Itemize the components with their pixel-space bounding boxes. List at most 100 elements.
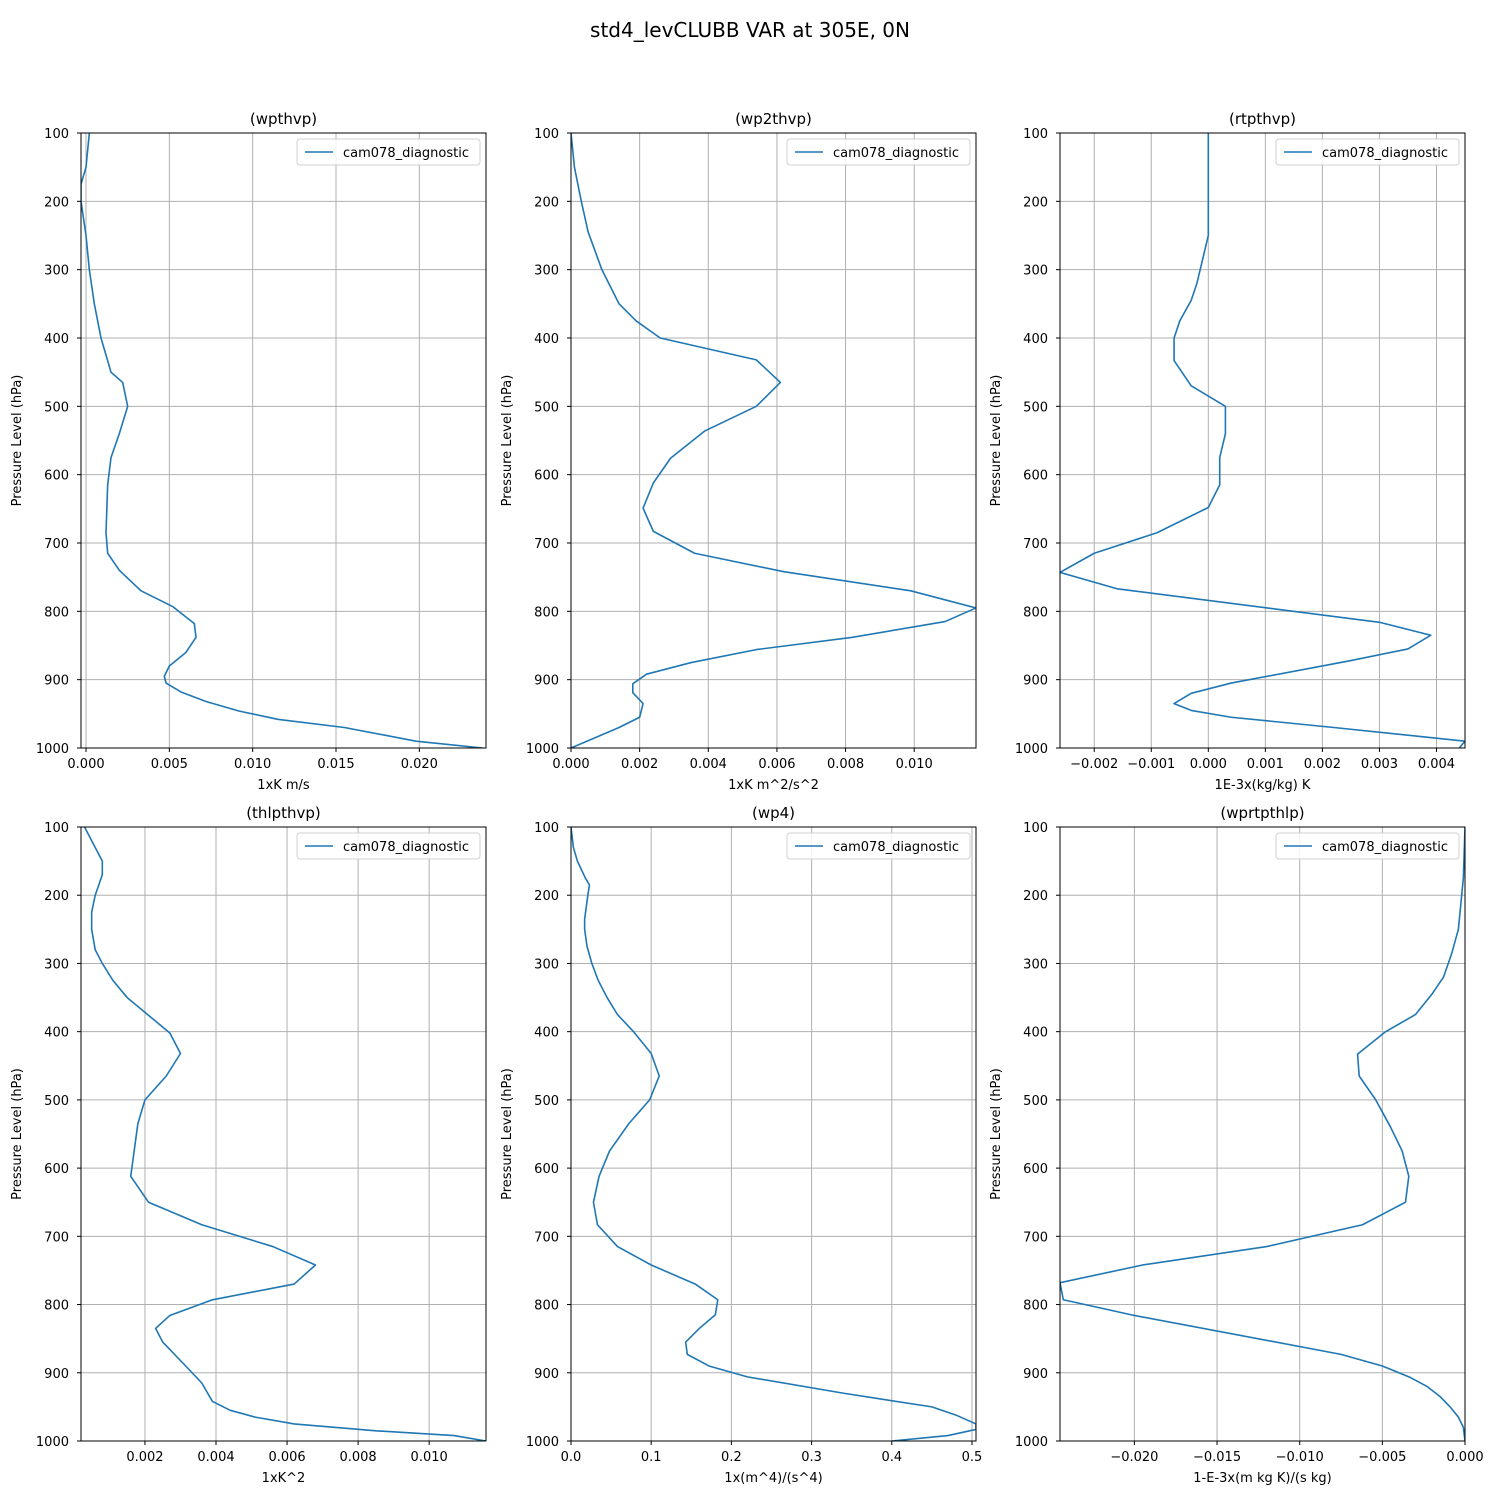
y-tick-label: 200 — [1023, 889, 1048, 904]
axes-frame — [80, 826, 487, 1442]
legend-label: cam078_diagnostic — [833, 146, 959, 161]
subplot-1: 0.000 0.005 0.010 0.015 0.020 100 200 300 400 500… — [10, 110, 487, 793]
y-tick-label: 200 — [44, 195, 69, 210]
y-axis-label: Pressure Level (hPa) — [500, 1068, 515, 1200]
y-tick-label: 600 — [534, 1162, 559, 1177]
y-tick-label: 400 — [1023, 332, 1048, 347]
x-tick-label: 0.005 — [151, 757, 188, 772]
x-tick-label: 0.000 — [1190, 757, 1227, 772]
series-line — [81, 133, 483, 748]
y-tick-label: 500 — [1023, 400, 1048, 415]
x-tick-label: 0.003 — [1361, 757, 1398, 772]
legend: cam078_diagnostic — [296, 832, 481, 860]
y-tick-label: 400 — [534, 332, 559, 347]
y-tick-label: 900 — [534, 674, 559, 689]
x-tick-label: 0.006 — [758, 757, 795, 772]
y-tick-label: 100 — [534, 127, 559, 142]
y-tick-label: 700 — [44, 1230, 69, 1245]
y-tick-label: 500 — [44, 400, 69, 415]
x-tick-label: −0.010 — [1276, 1450, 1324, 1465]
subplot-title: (rtpthvp) — [1229, 110, 1296, 128]
series-line — [1060, 827, 1465, 1441]
y-tick-label: 200 — [534, 889, 559, 904]
subplot-5: 0.0 0.1 0.2 0.3 0.4 0.5 100 200 300 400 500 600 700 8… — [500, 804, 982, 1486]
y-tick-label: 300 — [44, 957, 69, 972]
series-line — [83, 827, 486, 1441]
y-tick-label: 1000 — [1015, 742, 1048, 757]
y-tick-label: 100 — [1023, 821, 1048, 836]
subplot-title: (thlpthvp) — [246, 804, 321, 822]
x-tick-label: 0.4 — [881, 1450, 902, 1465]
y-tick-label: 1000 — [526, 742, 559, 757]
x-axis-label: 1-E-3x(m kg K)/(s kg) — [1193, 1471, 1331, 1486]
y-axis-label: Pressure Level (hPa) — [989, 1068, 1004, 1200]
y-tick-label: 1000 — [36, 1435, 69, 1450]
legend-box — [296, 138, 481, 166]
y-tick-label: 800 — [44, 1299, 69, 1314]
y-tick-label: 600 — [44, 469, 69, 484]
y-tick-label: 400 — [534, 1026, 559, 1041]
legend: cam078_diagnostic — [1275, 832, 1460, 860]
y-tick-label: 800 — [534, 605, 559, 620]
y-tick-label: 700 — [1023, 1230, 1048, 1245]
series-line — [1060, 133, 1465, 748]
y-tick-label: 700 — [44, 537, 69, 552]
y-tick-label: 1000 — [36, 742, 69, 757]
x-axis-label: 1xK^2 — [262, 1471, 306, 1486]
y-tick-label: 100 — [44, 821, 69, 836]
x-tick-label: 0.001 — [1247, 757, 1284, 772]
x-tick-label: 0.000 — [67, 757, 104, 772]
legend: cam078_diagnostic — [786, 138, 971, 166]
x-tick-label: 0.000 — [1446, 1450, 1483, 1465]
x-axis-label: 1E-3x(kg/kg) K — [1215, 778, 1311, 793]
x-tick-label: 0.5 — [962, 1450, 983, 1465]
x-tick-label: 0.020 — [401, 757, 438, 772]
y-tick-label: 200 — [534, 195, 559, 210]
y-tick-label: 800 — [534, 1299, 559, 1314]
x-tick-label: 0.008 — [827, 757, 864, 772]
series-line — [571, 133, 976, 748]
y-axis-label: Pressure Level (hPa) — [10, 375, 25, 507]
y-tick-label: 500 — [44, 1094, 69, 1109]
y-tick-label: 900 — [44, 1367, 69, 1382]
y-tick-label: 300 — [44, 264, 69, 279]
subplot-title: (wprtpthlp) — [1220, 804, 1304, 822]
x-axis-label: 1xK m/s — [257, 778, 310, 793]
legend-box — [1275, 138, 1460, 166]
figure-title: std4_levCLUBB VAR at 305E, 0N — [590, 18, 910, 42]
x-tick-label: 0.002 — [621, 757, 658, 772]
y-tick-label: 600 — [1023, 469, 1048, 484]
legend-label: cam078_diagnostic — [1322, 146, 1448, 161]
subplot-2: 0.000 0.002 0.004 0.006 0.008 0.010 100 200 300 4… — [500, 110, 977, 793]
y-axis-label: Pressure Level (hPa) — [500, 375, 515, 507]
x-tick-label: 0.004 — [1418, 757, 1455, 772]
y-tick-label: 400 — [44, 332, 69, 347]
y-tick-label: 800 — [1023, 605, 1048, 620]
y-tick-label: 900 — [1023, 674, 1048, 689]
y-tick-label: 100 — [534, 821, 559, 836]
subplot-4: 0.002 0.004 0.006 0.008 0.010 100 200 300 400 500… — [10, 804, 487, 1486]
x-tick-label: −0.020 — [1110, 1450, 1158, 1465]
x-tick-label: 0.010 — [896, 757, 933, 772]
y-tick-label: 700 — [534, 537, 559, 552]
y-tick-label: 100 — [44, 127, 69, 142]
legend-box — [296, 832, 481, 860]
y-tick-label: 600 — [534, 469, 559, 484]
y-axis-label: Pressure Level (hPa) — [10, 1068, 25, 1200]
x-tick-label: 0.010 — [411, 1450, 448, 1465]
y-tick-label: 900 — [44, 674, 69, 689]
y-tick-label: 400 — [1023, 1026, 1048, 1041]
x-tick-label: 0.2 — [721, 1450, 742, 1465]
x-tick-label: 0.010 — [234, 757, 271, 772]
y-tick-label: 600 — [44, 1162, 69, 1177]
y-tick-label: 500 — [1023, 1094, 1048, 1109]
axes-frame — [570, 132, 977, 749]
y-axis-label: Pressure Level (hPa) — [989, 375, 1004, 507]
y-tick-label: 700 — [534, 1230, 559, 1245]
y-tick-label: 600 — [1023, 1162, 1048, 1177]
y-tick-label: 500 — [534, 400, 559, 415]
legend-label: cam078_diagnostic — [343, 146, 469, 161]
legend: cam078_diagnostic — [296, 138, 481, 166]
x-tick-label: 0.000 — [552, 757, 589, 772]
y-tick-label: 300 — [534, 264, 559, 279]
